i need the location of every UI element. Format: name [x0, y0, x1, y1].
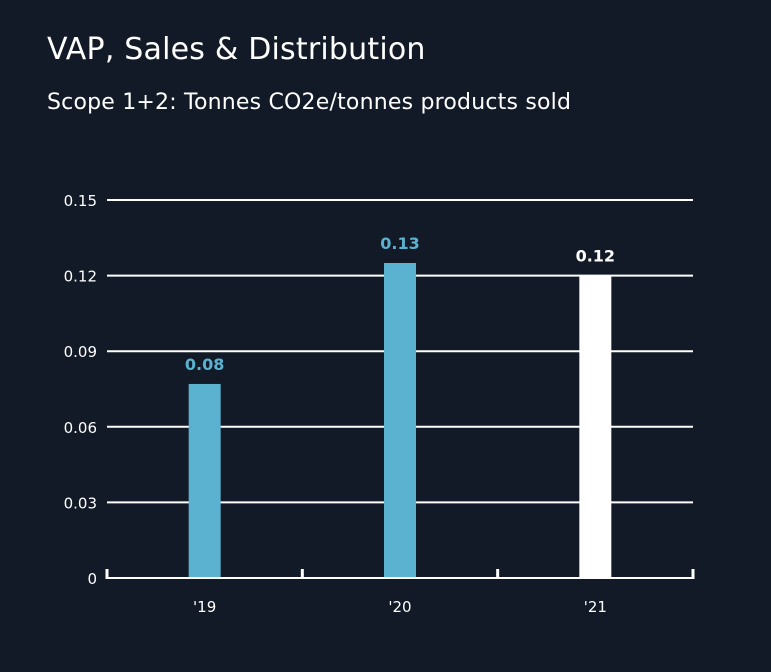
y-tick-label: 0.15: [64, 192, 97, 210]
y-tick-label: 0: [87, 570, 97, 588]
x-axis: [105, 569, 695, 579]
data-labels: 0.08 0.13 0.12: [185, 234, 615, 374]
data-label: 0.13: [380, 234, 419, 253]
bar: [384, 263, 416, 578]
y-tick-label: 0.09: [64, 343, 97, 361]
x-tick-label: '19: [193, 598, 216, 616]
bar: [579, 275, 612, 578]
chart-title: VAP, Sales & Distribution: [47, 32, 426, 67]
y-axis-tick-labels: 0 0.03 0.06 0.09 0.12 0.15: [64, 192, 97, 588]
data-label: 0.12: [576, 247, 615, 266]
y-tick-label: 0.06: [64, 419, 97, 437]
x-tick-label: '21: [584, 598, 607, 616]
y-tick-label: 0.12: [64, 268, 97, 286]
bars: [188, 263, 612, 578]
x-tick-label: '20: [388, 598, 411, 616]
y-tick-label: 0.03: [64, 494, 97, 512]
bar: [188, 383, 221, 578]
chart-subtitle: Scope 1+2: Tonnes CO2e/tonnes products s…: [47, 90, 572, 115]
data-label: 0.08: [185, 355, 224, 374]
x-axis-tick-labels: '19 '20 '21: [193, 598, 607, 616]
